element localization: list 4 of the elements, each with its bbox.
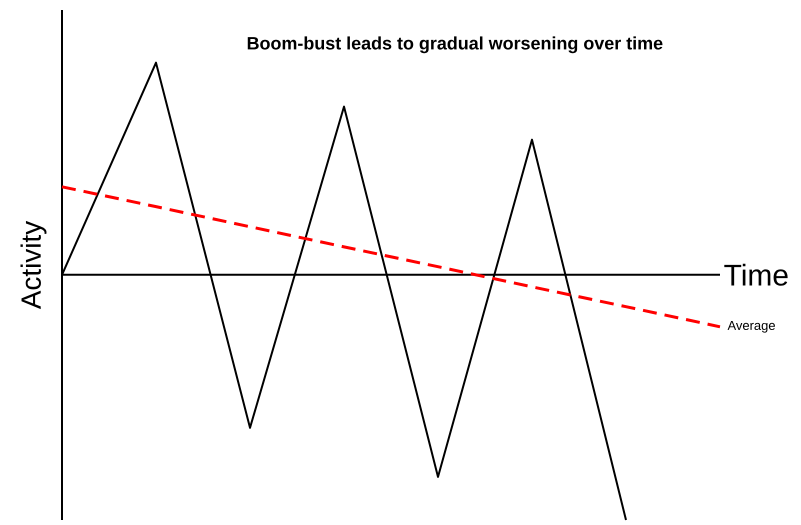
x-axis-title: Time <box>724 264 788 286</box>
y-axis-title: Activity <box>20 220 46 310</box>
chart-title: Boom-bust leads to gradual worsening over time <box>248 36 662 54</box>
series-label: Average <box>728 320 775 333</box>
